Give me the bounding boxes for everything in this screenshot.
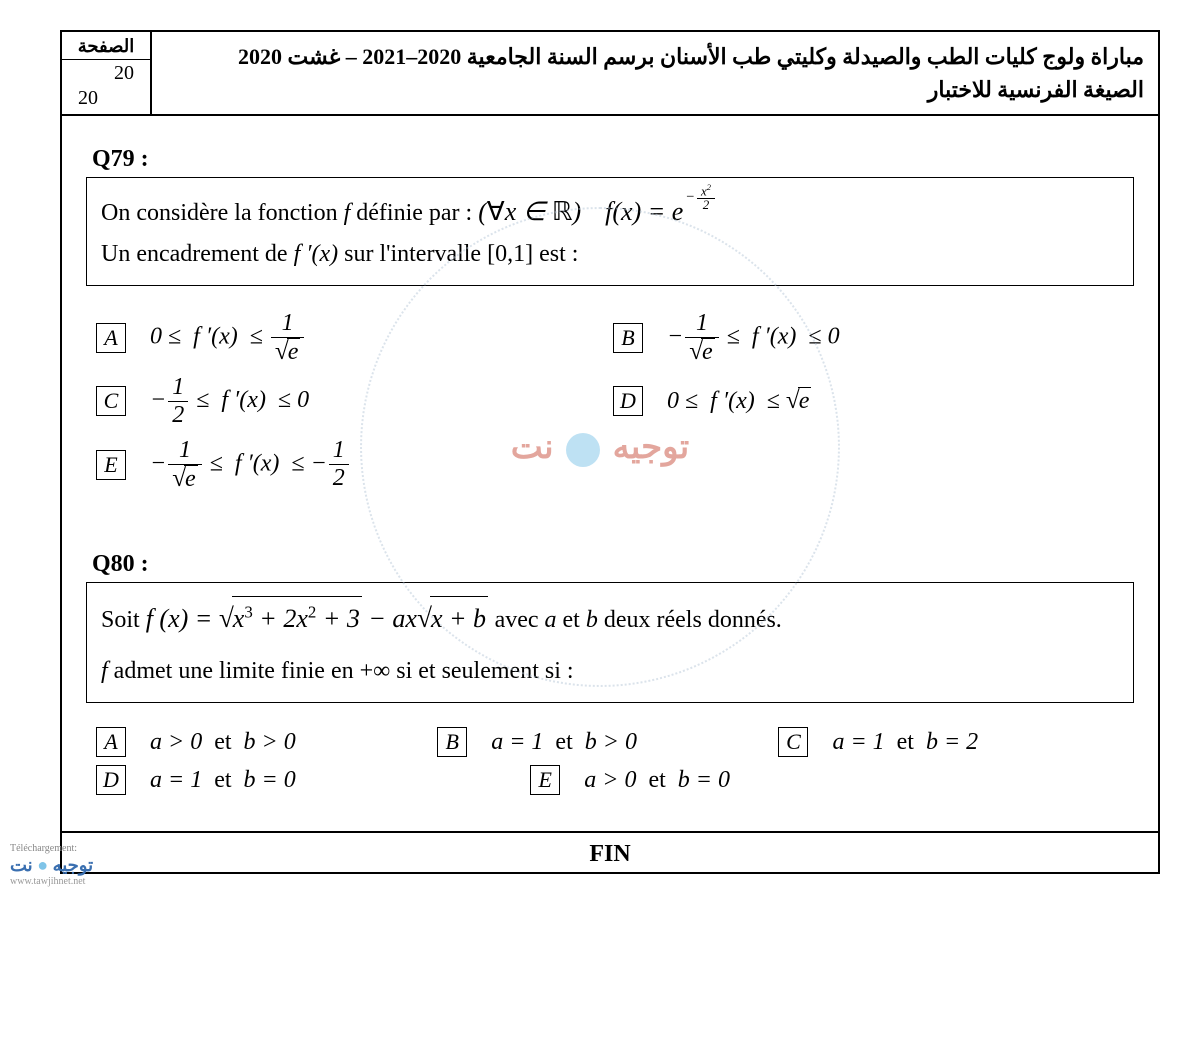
option-letter: E <box>96 450 126 480</box>
q79-interval: [0,1] <box>487 241 533 267</box>
q79-opt-A[interactable]: A 0 ≤ f ′(x) ≤ 1e <box>96 310 613 366</box>
fin-label: FIN <box>62 831 1158 872</box>
q80-opt-E[interactable]: E a > 0 et b = 0 <box>530 765 1047 795</box>
option-letter: B <box>437 727 467 757</box>
q80-opt-B[interactable]: B a = 1 et b > 0 <box>437 727 778 757</box>
q79-text2: définie par : <box>356 200 478 226</box>
q80-text2: avec <box>495 607 545 633</box>
q79-C-math: −12 ≤ f ′(x) ≤ 0 <box>150 374 309 429</box>
option-letter: D <box>96 765 126 795</box>
q80-options: A a > 0 et b > 0 B a = 1 et b > 0 C a = … <box>86 713 1134 795</box>
q79-opt-D[interactable]: D 0 ≤ f ′(x) ≤ e <box>613 386 1130 416</box>
option-letter: C <box>778 727 808 757</box>
page-number-box: الصفحة 20 20 <box>62 32 152 114</box>
q80-text1: Soit <box>101 607 146 633</box>
option-letter: D <box>613 386 643 416</box>
q80-C-math: a = 1 et b = 2 <box>832 729 978 756</box>
option-letter: E <box>530 765 560 795</box>
q80-D-math: a = 1 et b = 0 <box>150 767 296 794</box>
q80-A-math: a > 0 et b > 0 <box>150 729 296 756</box>
page-label: الصفحة <box>62 34 150 60</box>
footer-logo-ar: توجيه ● نت <box>10 855 93 877</box>
header-row: الصفحة 20 20 مباراة ولوج كليات الطب والص… <box>62 32 1158 116</box>
q80-prompt-line2: f admet une limite finie en +∞ si et seu… <box>101 651 1119 692</box>
q80-opt-C[interactable]: C a = 1 et b = 2 <box>778 727 1119 757</box>
q80-E-math: a > 0 et b = 0 <box>584 767 730 794</box>
q80-text4: admet une limite finie en +∞ si et seule… <box>114 658 574 684</box>
header-line2: الصيغة الفرنسية للاختبار <box>166 73 1144 106</box>
q79-opt-E[interactable]: E −1e ≤ f ′(x) ≤ −12 <box>96 437 1130 493</box>
page-frame: الصفحة 20 20 مباراة ولوج كليات الطب والص… <box>60 30 1160 874</box>
page: توجيه نت الصفحة 20 20 مباراة ولوج كليات … <box>0 0 1200 894</box>
q79-fpx: f ′(x) <box>294 241 339 267</box>
q80-text3: deux réels donnés. <box>604 607 782 633</box>
q80-f: f <box>101 658 108 684</box>
q79-prompt-line1: On considère la fonction f définie par :… <box>101 190 1119 234</box>
q79-opt-B[interactable]: B −1e ≤ f ′(x) ≤ 0 <box>613 310 1130 366</box>
q80-et: et <box>563 607 586 633</box>
q80-a: a <box>545 607 557 633</box>
q80-B-math: a = 1 et b > 0 <box>491 729 637 756</box>
option-letter: A <box>96 727 126 757</box>
q80-b: b <box>586 607 598 633</box>
q79-label: Q79 : <box>92 146 1134 173</box>
option-letter: C <box>96 386 126 416</box>
option-letter: B <box>613 323 643 353</box>
footer-logo: Téléchargement: توجيه ● نت www.tawjihnet… <box>10 843 93 889</box>
q79-f: f <box>344 200 351 226</box>
option-letter: A <box>96 323 126 353</box>
q79-A-math: 0 ≤ f ′(x) ≤ 1e <box>150 310 306 366</box>
body: Q79 : On considère la fonction f définie… <box>62 116 1158 813</box>
q79-opt-C[interactable]: C −12 ≤ f ′(x) ≤ 0 <box>96 374 613 429</box>
q79-prompt-line2: Un encadrement de f ′(x) sur l'intervall… <box>101 234 1119 275</box>
q80-opt-D[interactable]: D a = 1 et b = 0 <box>96 765 530 795</box>
q79-E-math: −1e ≤ f ′(x) ≤ −12 <box>150 437 351 493</box>
q79-B-math: −1e ≤ f ′(x) ≤ 0 <box>667 310 840 366</box>
q79-prompt: On considère la fonction f définie par :… <box>86 177 1134 286</box>
page-num: 20 <box>114 62 134 85</box>
page-den: 20 <box>78 87 98 110</box>
q80-opt-A[interactable]: A a > 0 et b > 0 <box>96 727 437 757</box>
q79-text5: est : <box>539 241 578 267</box>
q80-prompt: Soit f (x) = x3 + 2x2 + 3 − axx + b avec… <box>86 582 1134 703</box>
q80-label: Q80 : <box>92 551 1134 578</box>
q79-D-math: 0 ≤ f ′(x) ≤ e <box>667 387 811 415</box>
q79-text3: Un encadrement de <box>101 241 294 267</box>
q80-prompt-line1: Soit f (x) = x3 + 2x2 + 3 − axx + b avec… <box>101 595 1119 641</box>
q79-text4: sur l'intervalle <box>344 241 487 267</box>
footer-url: www.tawjihnet.net <box>10 876 93 888</box>
header-title: مباراة ولوج كليات الطب والصيدلة وكليتي ط… <box>152 32 1158 114</box>
q79-options: A 0 ≤ f ′(x) ≤ 1e B −1e ≤ f ′(x) ≤ 0 <box>86 296 1134 493</box>
footer-small: Téléchargement: <box>10 843 93 855</box>
header-line1: مباراة ولوج كليات الطب والصيدلة وكليتي ط… <box>166 40 1144 73</box>
q79-text: On considère la fonction <box>101 200 344 226</box>
